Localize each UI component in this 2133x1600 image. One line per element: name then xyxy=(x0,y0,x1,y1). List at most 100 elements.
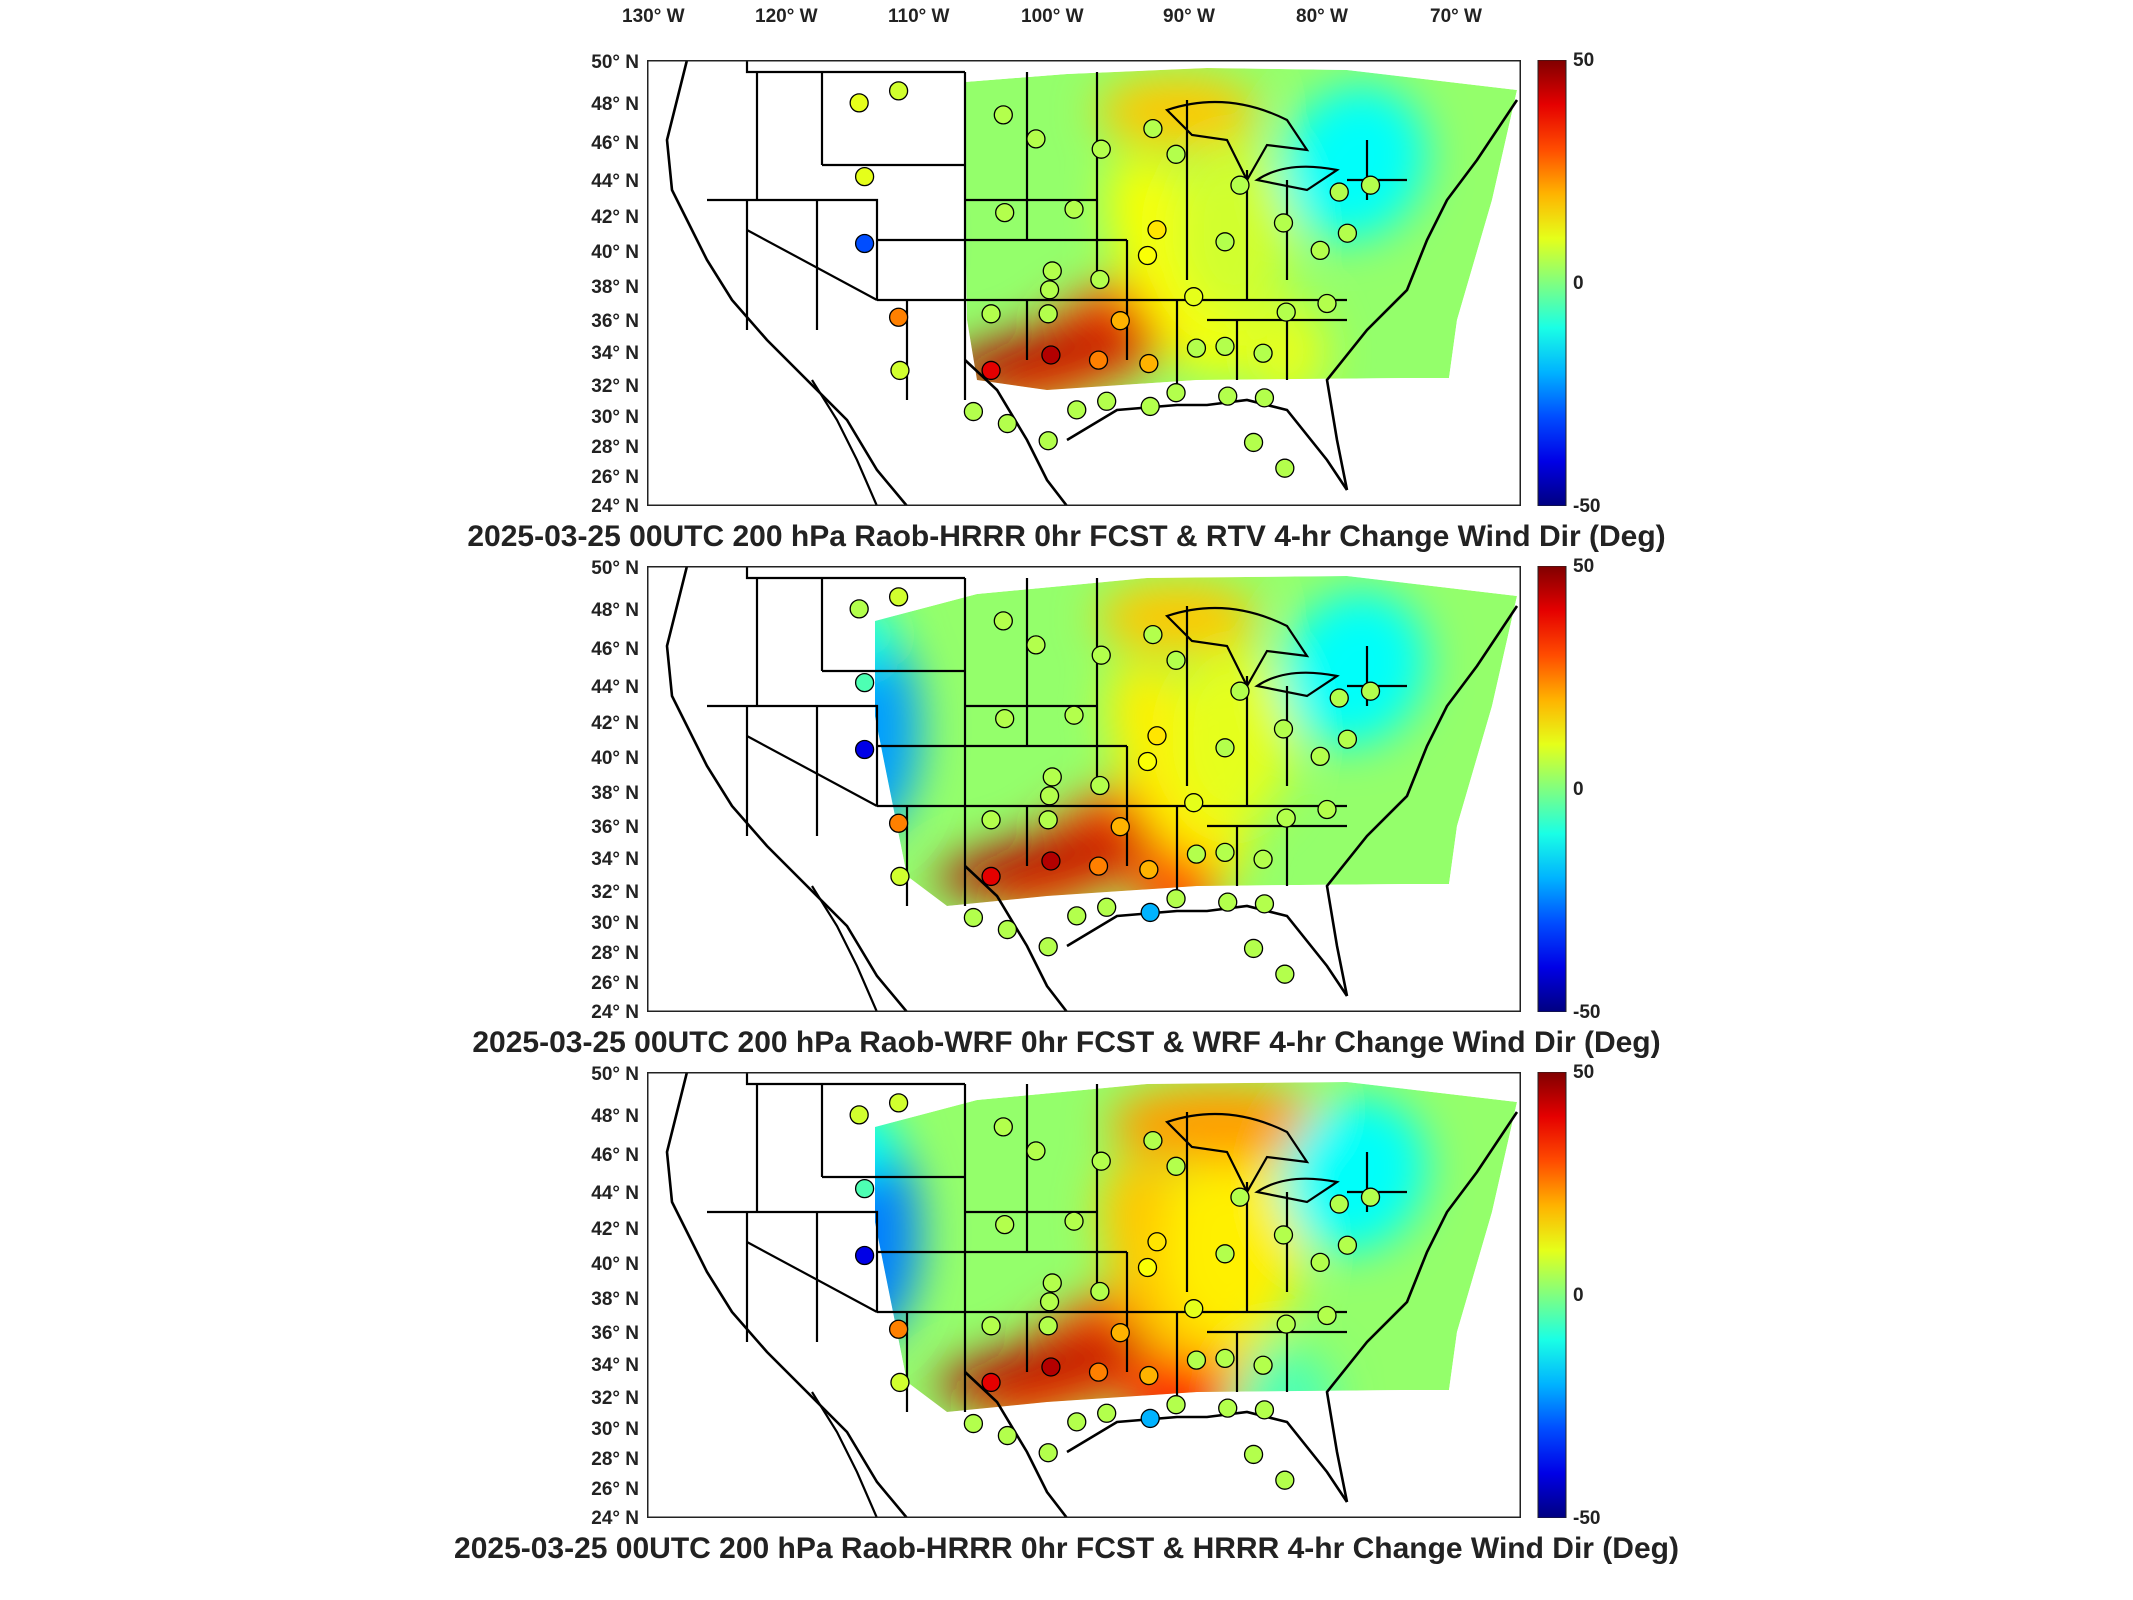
raob-station-marker xyxy=(1317,1305,1337,1326)
raob-station-marker xyxy=(1275,1470,1295,1490)
lat-tick: 40° N xyxy=(591,1254,639,1275)
lon-tick-100w: 100° W xyxy=(1021,6,1084,27)
colorbar xyxy=(1537,60,1567,506)
lat-tick: 36° N xyxy=(591,817,639,838)
raob-station-marker xyxy=(1041,1357,1061,1377)
state-border xyxy=(746,1241,878,1313)
colorbar xyxy=(1537,1072,1567,1518)
lat-tick: 30° N xyxy=(591,407,639,428)
colorbar-max-label: 50 xyxy=(1573,556,1595,577)
raob-station-marker xyxy=(1039,280,1060,300)
map-frame xyxy=(647,566,1521,1012)
raob-station-marker xyxy=(1253,1355,1273,1375)
raob-station-marker xyxy=(997,1425,1018,1446)
raob-station-marker xyxy=(1097,1403,1117,1423)
raob-station-marker xyxy=(1038,431,1058,451)
raob-station-marker xyxy=(993,105,1013,125)
raob-station-marker xyxy=(1254,388,1275,408)
raob-station-marker xyxy=(1110,817,1130,837)
lat-tick: 42° N xyxy=(591,207,639,228)
raob-station-marker xyxy=(1110,311,1130,331)
colorbar-mid-label: 0 xyxy=(1573,779,1584,800)
raob-station-marker xyxy=(854,166,875,187)
field-anomaly xyxy=(1281,85,1427,241)
lat-tick: 34° N xyxy=(591,849,639,870)
map-panel-2: 50° N 48° N 46° N 44° N 42° N 40° N 38° … xyxy=(0,506,2133,1066)
raob-station-marker xyxy=(854,1178,875,1199)
raob-station-marker xyxy=(849,93,869,113)
lat-tick: 48° N xyxy=(591,94,639,115)
lat-tick: 28° N xyxy=(591,1449,639,1470)
colorbar-min-label: -50 xyxy=(1573,1002,1601,1023)
lat-tick: 42° N xyxy=(591,1219,639,1240)
raob-station-marker xyxy=(1091,645,1111,665)
raob-station-marker xyxy=(1166,1156,1186,1176)
raob-station-marker xyxy=(854,233,875,254)
raob-station-marker xyxy=(1337,1235,1358,1255)
lat-tick: 50° N xyxy=(591,1064,639,1085)
raob-station-marker xyxy=(997,919,1018,940)
raob-station-marker xyxy=(888,1319,909,1339)
raob-station-marker xyxy=(1310,1252,1330,1273)
lat-tick: 40° N xyxy=(591,748,639,769)
raob-station-marker xyxy=(1273,213,1294,233)
raob-station-marker xyxy=(1091,1151,1111,1171)
coastline xyxy=(1325,605,1519,997)
raob-station-marker xyxy=(1218,1398,1238,1418)
raob-station-marker xyxy=(1275,964,1295,984)
raob-station-marker xyxy=(1041,345,1061,365)
raob-station-marker xyxy=(1039,1292,1060,1312)
raob-station-marker xyxy=(1143,1130,1163,1151)
raob-station-marker xyxy=(993,611,1013,631)
lat-tick: 28° N xyxy=(591,437,639,458)
raob-station-marker xyxy=(1039,786,1060,806)
raob-station-marker xyxy=(1275,458,1295,478)
raob-station-marker xyxy=(888,81,909,101)
raob-station-marker xyxy=(1243,432,1264,453)
raob-station-marker xyxy=(1215,738,1235,758)
raob-station-marker xyxy=(1088,1362,1109,1382)
raob-station-marker xyxy=(1276,1314,1296,1334)
field-anomaly xyxy=(1097,76,1258,147)
state-border xyxy=(707,704,879,806)
raob-station-marker xyxy=(1317,293,1337,314)
lat-tick: 48° N xyxy=(591,1106,639,1127)
lon-tick-80w: 80° W xyxy=(1296,6,1348,27)
raob-station-marker xyxy=(963,1413,984,1434)
raob-station-marker xyxy=(1254,1400,1275,1420)
raob-station-marker xyxy=(1166,144,1186,164)
raob-stations xyxy=(849,1093,1381,1490)
lat-tick: 34° N xyxy=(591,343,639,364)
raob-station-marker xyxy=(1230,681,1250,701)
raob-station-marker xyxy=(1337,729,1358,749)
lat-tick: 44° N xyxy=(591,1183,639,1204)
raob-station-marker xyxy=(1230,1187,1250,1207)
raob-station-marker xyxy=(1276,302,1296,322)
raob-station-marker xyxy=(1166,889,1186,909)
wind-direction-field xyxy=(875,576,1517,906)
raob-station-marker xyxy=(1139,353,1159,374)
raob-station-marker xyxy=(854,672,875,693)
raob-station-marker xyxy=(1097,391,1117,411)
raob-station-marker xyxy=(981,304,1001,324)
lat-tick: 46° N xyxy=(591,639,639,660)
raob-station-marker xyxy=(1253,343,1273,363)
colorbar-min-label: -50 xyxy=(1573,1508,1601,1529)
raob-station-marker xyxy=(1310,746,1330,767)
lat-tick: 32° N xyxy=(591,376,639,397)
raob-station-marker xyxy=(1215,336,1235,357)
raob-station-marker xyxy=(1143,118,1163,139)
panel-1-title: 2025-03-25 00UTC 200 hPa Raob-HRRR 0hr F… xyxy=(467,520,1666,553)
colorbar xyxy=(1537,566,1567,1012)
lon-tick-90w: 90° W xyxy=(1163,6,1215,27)
raob-station-marker xyxy=(1360,681,1381,701)
lat-tick: 44° N xyxy=(591,677,639,698)
raob-station-marker xyxy=(1143,624,1163,645)
lat-tick: 24° N xyxy=(591,1508,639,1529)
field-anomaly xyxy=(1281,1097,1427,1253)
map-panel-3: 50° N 48° N 46° N 44° N 42° N 40° N 38° … xyxy=(0,1012,2133,1572)
colorbar-gradient xyxy=(1537,1072,1567,1518)
raob-station-marker xyxy=(854,1245,875,1266)
raob-station-marker xyxy=(1273,1225,1294,1245)
field-anomaly xyxy=(1171,647,1292,828)
